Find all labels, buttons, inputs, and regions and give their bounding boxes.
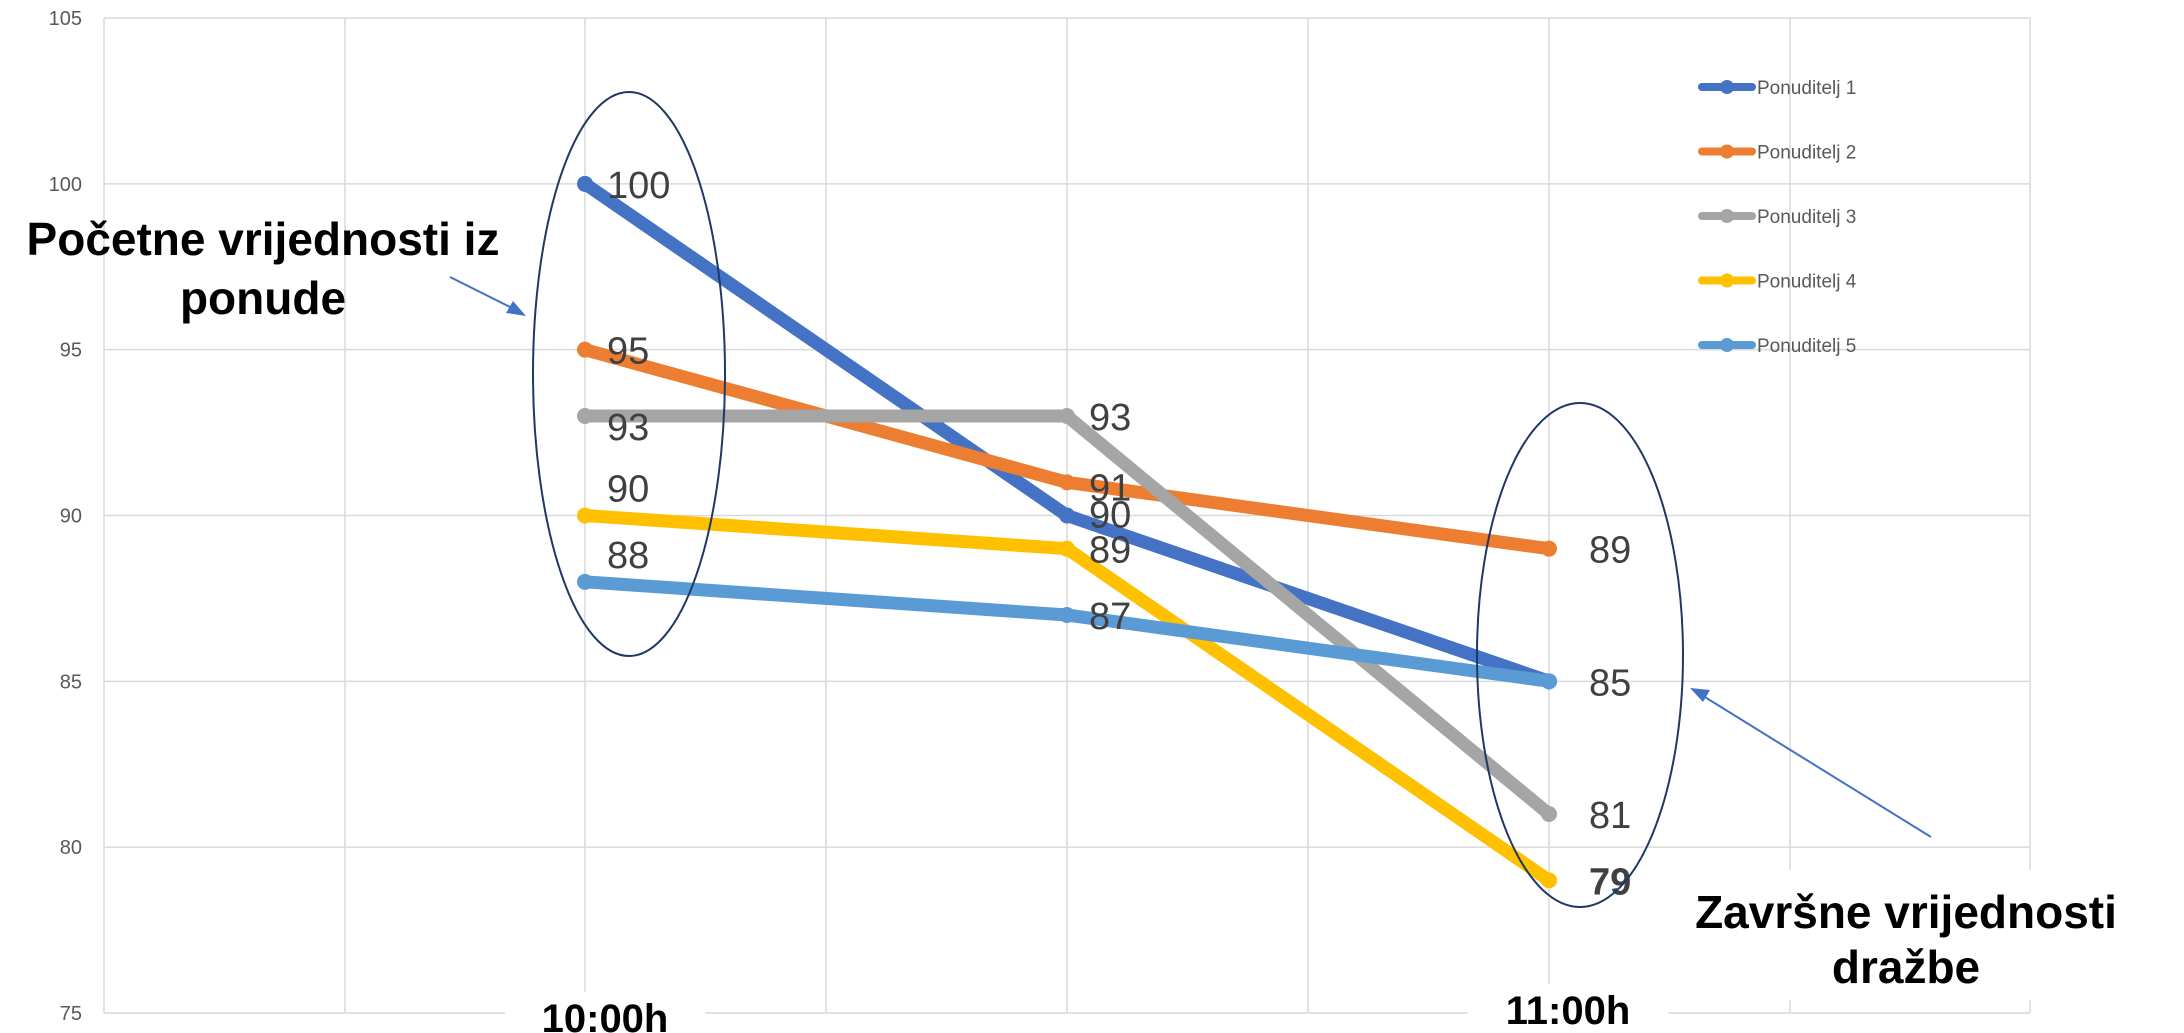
data-point (1059, 474, 1075, 491)
end-arrow-head (1690, 688, 1710, 702)
legend-swatch-marker (1720, 273, 1734, 288)
data-point (1059, 607, 1075, 623)
end-annotation-line-2: dražbe (1832, 941, 1980, 993)
start-arrow-line (449, 276, 517, 311)
x-axis-labels: 10:00h 11:00h (505, 984, 1668, 1033)
y-tick-label: 90 (60, 506, 82, 528)
legend: Ponuditelj 1 Ponuditelj 2 Ponuditelj 3 Ponu… (1698, 78, 1857, 357)
y-tick-label: 75 (60, 1003, 82, 1025)
data-label: 85 (1589, 662, 1631, 704)
annotation-backdrop (1640, 870, 2184, 1000)
legend-swatch-marker (1720, 338, 1734, 352)
data-point (1059, 540, 1075, 557)
data-label: 89 (1589, 530, 1631, 572)
y-tick-label: 95 (60, 340, 82, 362)
data-point (1541, 540, 1557, 557)
data-point (577, 573, 593, 590)
start-arrow-head (506, 301, 526, 316)
data-point (1541, 806, 1557, 822)
legend-entry: Ponuditelj 1 (1757, 78, 1856, 99)
y-axis-ticks: 75 80 85 90 95 100 105 (49, 8, 82, 1025)
data-point (1541, 872, 1557, 889)
data-point (1059, 408, 1075, 424)
data-label: 90 (607, 469, 649, 511)
data-point (577, 507, 593, 524)
data-label: 91 (1089, 467, 1131, 509)
end-arrow-line (1699, 693, 1932, 838)
legend-swatch-marker (1720, 209, 1734, 223)
data-label: 89 (1089, 530, 1131, 572)
legend-entry: Ponuditelj 4 (1757, 272, 1857, 293)
legend-swatch-marker (1720, 144, 1734, 159)
data-point (1059, 507, 1075, 524)
data-label: 93 (607, 407, 649, 449)
data-label: 90 (1089, 495, 1131, 537)
x-label-backdrop (505, 992, 705, 1033)
start-values-ellipse (532, 91, 726, 657)
legend-entry: Ponuditelj 2 (1757, 143, 1856, 164)
data-label: 93 (1089, 397, 1131, 439)
legend-entry: Ponuditelj 5 (1757, 336, 1856, 357)
series-lines (577, 175, 1557, 889)
data-point (577, 341, 593, 358)
y-tick-label: 100 (49, 174, 82, 196)
data-label: 81 (1589, 795, 1631, 837)
start-annotation-line-1: Početne vrijednosti iz (27, 213, 500, 265)
data-point (577, 175, 593, 192)
end-annotation-line-1: Završne vrijednosti (1695, 886, 2117, 938)
annotations: Početne vrijednosti iz ponude Završne vrij… (27, 213, 2117, 993)
data-label: 87 (1089, 596, 1131, 638)
x-tick-label: 11:00h (1506, 989, 1631, 1033)
start-annotation-line-2: ponude (180, 272, 346, 324)
legend-swatch-marker (1720, 80, 1734, 94)
data-label: 95 (607, 331, 649, 373)
highlight-ellipses (532, 91, 2184, 1000)
x-label-backdrop (1468, 984, 1668, 1033)
end-values-ellipse (1476, 402, 1684, 908)
data-label: 88 (607, 535, 649, 577)
data-point (577, 408, 593, 424)
y-tick-label: 105 (49, 8, 82, 30)
x-tick-label: 10:00h (542, 997, 669, 1033)
legend-entry: Ponuditelj 3 (1757, 207, 1856, 228)
data-label: 100 (607, 165, 670, 207)
data-point (1541, 673, 1557, 690)
y-tick-label: 80 (60, 837, 82, 859)
y-tick-label: 85 (60, 671, 82, 693)
